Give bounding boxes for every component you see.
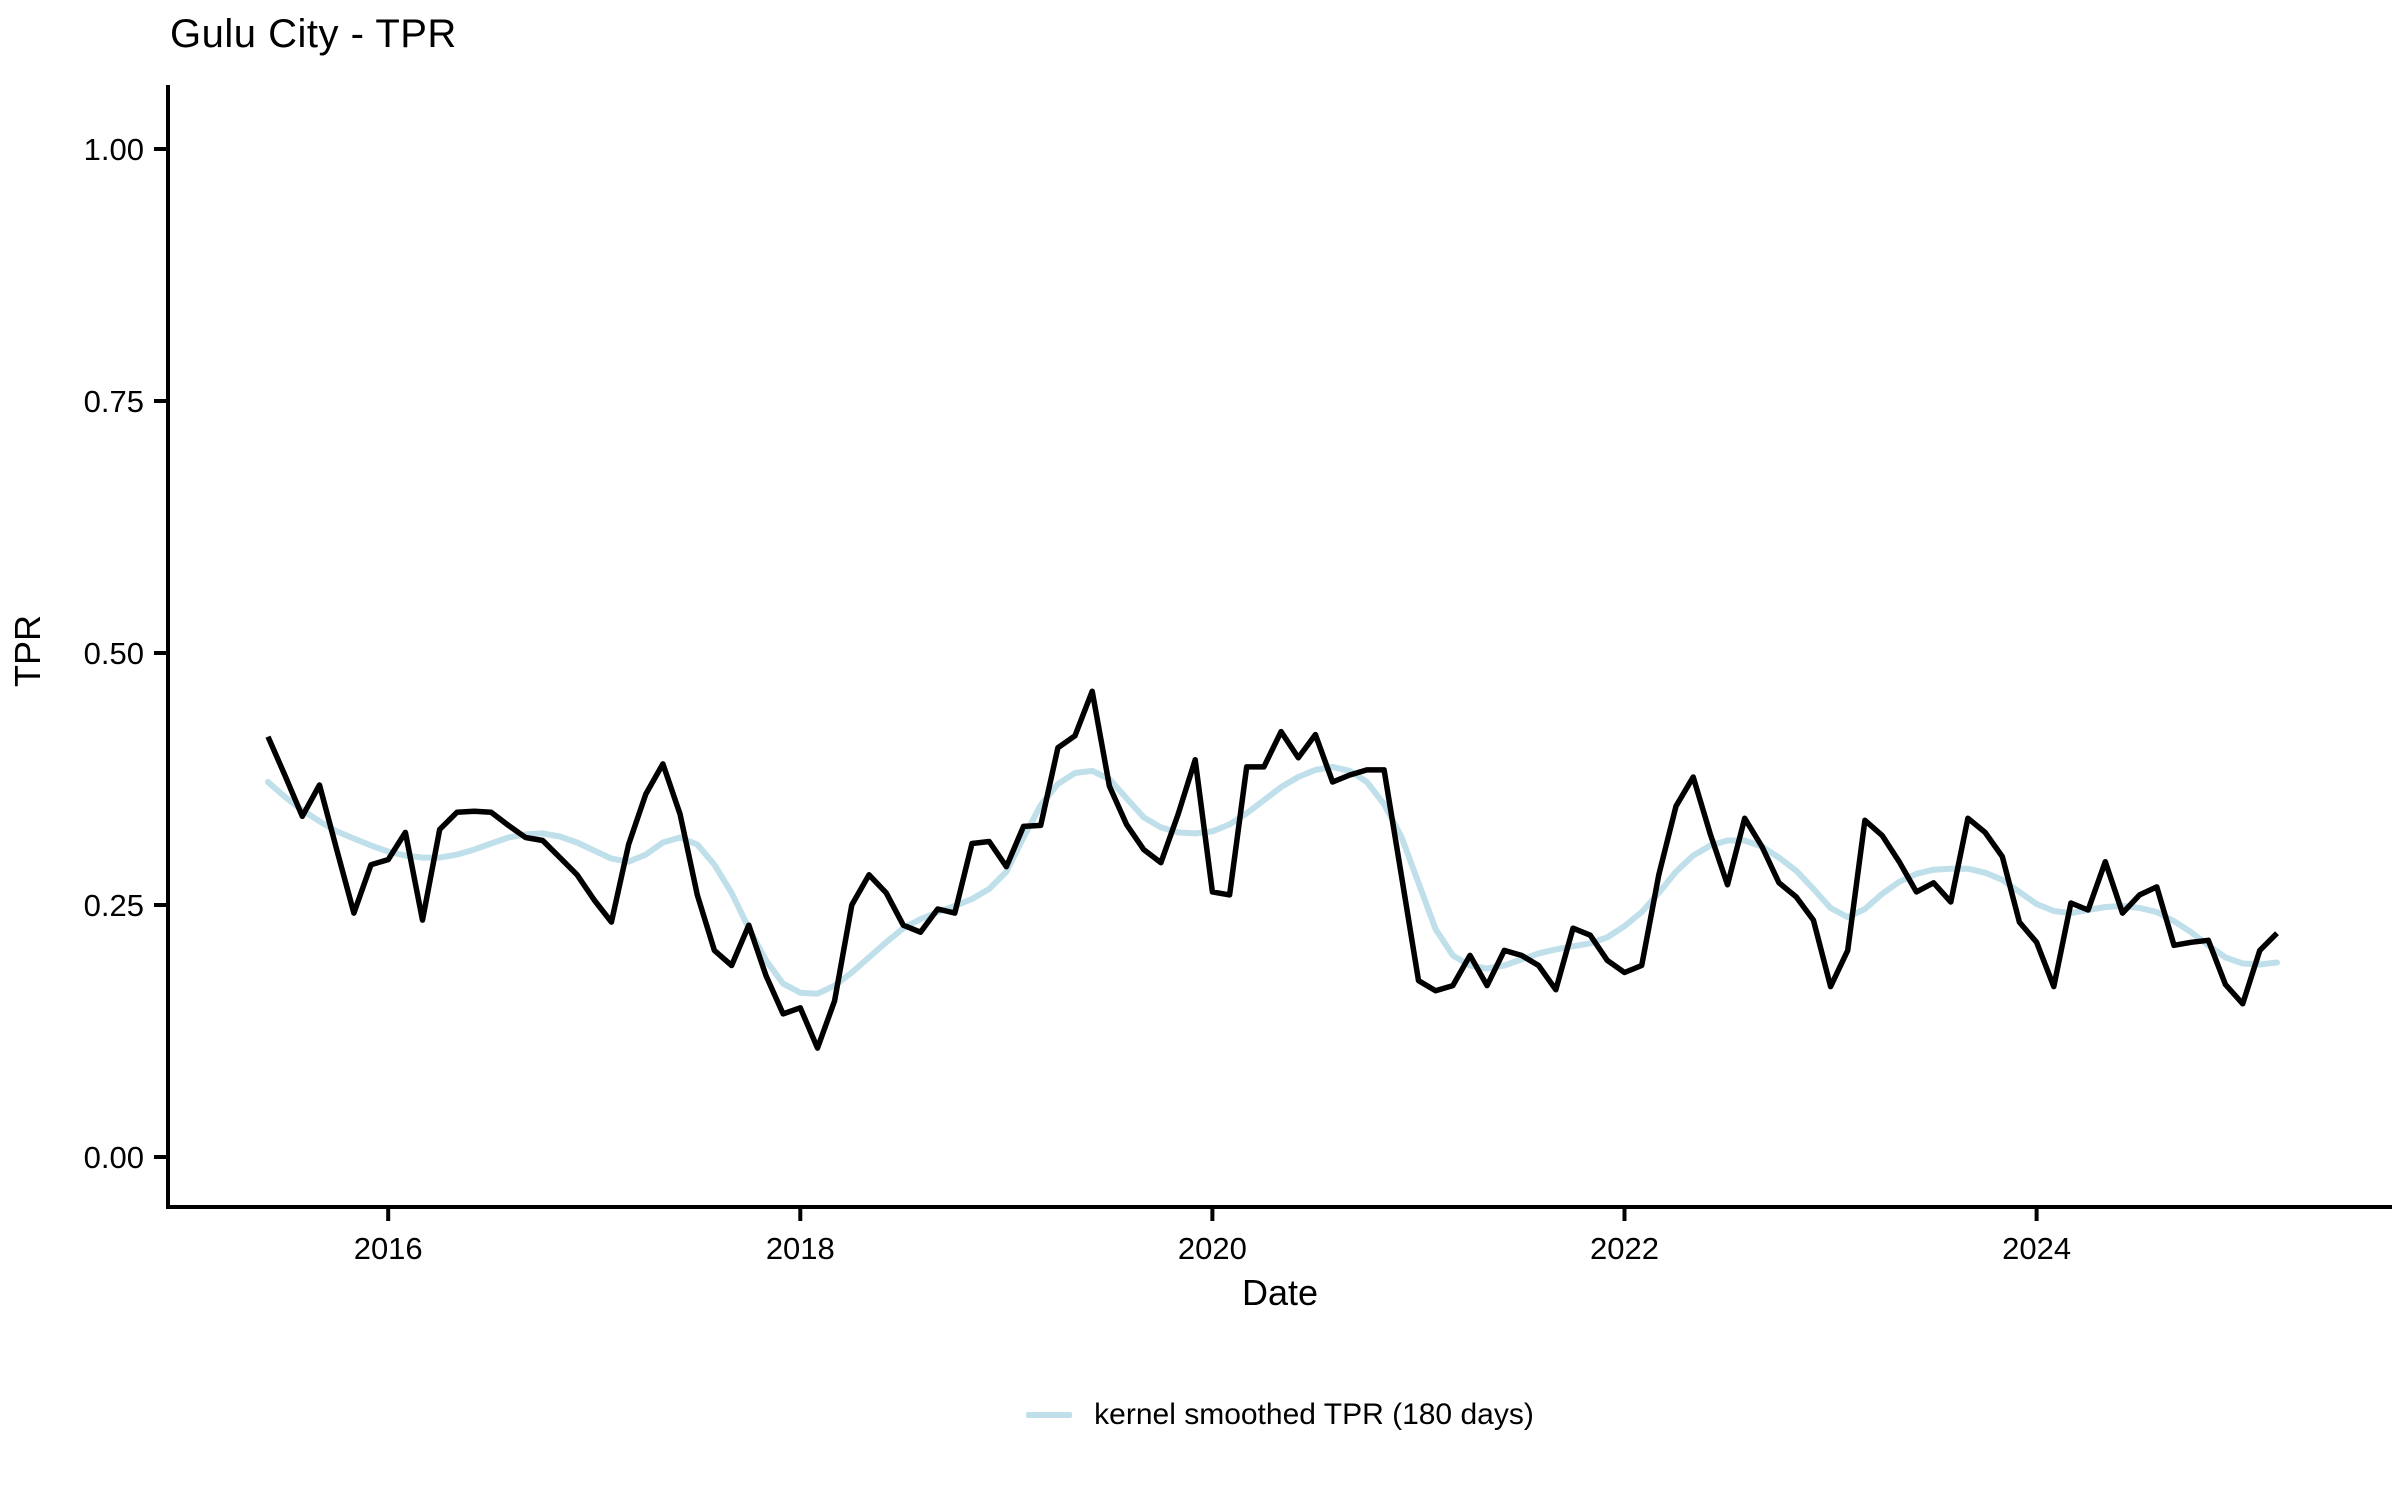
legend-label: kernel smoothed TPR (180 days): [1094, 1398, 1534, 1431]
x-axis-title: Date: [1241, 1272, 1319, 1313]
y-tick-label: 0.00: [84, 1140, 144, 1175]
y-tick-label: 1.00: [84, 132, 144, 167]
x-tick-label: 2018: [766, 1231, 835, 1266]
x-tick-label: 2020: [1178, 1231, 1247, 1266]
y-tick-label: 0.50: [84, 636, 144, 671]
x-axis-title-wrap: Date: [168, 1272, 2392, 1314]
axes: 0.00 0.25 0.50 0.75 1.00 2016 2018 2020 2022 2024: [84, 85, 2392, 1266]
legend: kernel smoothed TPR (180 days): [168, 1398, 2392, 1432]
legend-line-swatch: [1026, 1412, 1073, 1418]
x-tick-label: 2022: [1590, 1231, 1659, 1266]
chart-title: Gulu City - TPR: [170, 12, 457, 56]
series: [265, 688, 2280, 1051]
x-tick-label: 2024: [2002, 1231, 2071, 1266]
y-tick-label: 0.75: [84, 384, 144, 419]
tpr-line: [265, 688, 2279, 1051]
kernel-smoothed-tpr-line: [265, 763, 2280, 997]
x-tick-label: 2016: [354, 1231, 423, 1266]
y-tick-label: 0.25: [84, 888, 144, 923]
